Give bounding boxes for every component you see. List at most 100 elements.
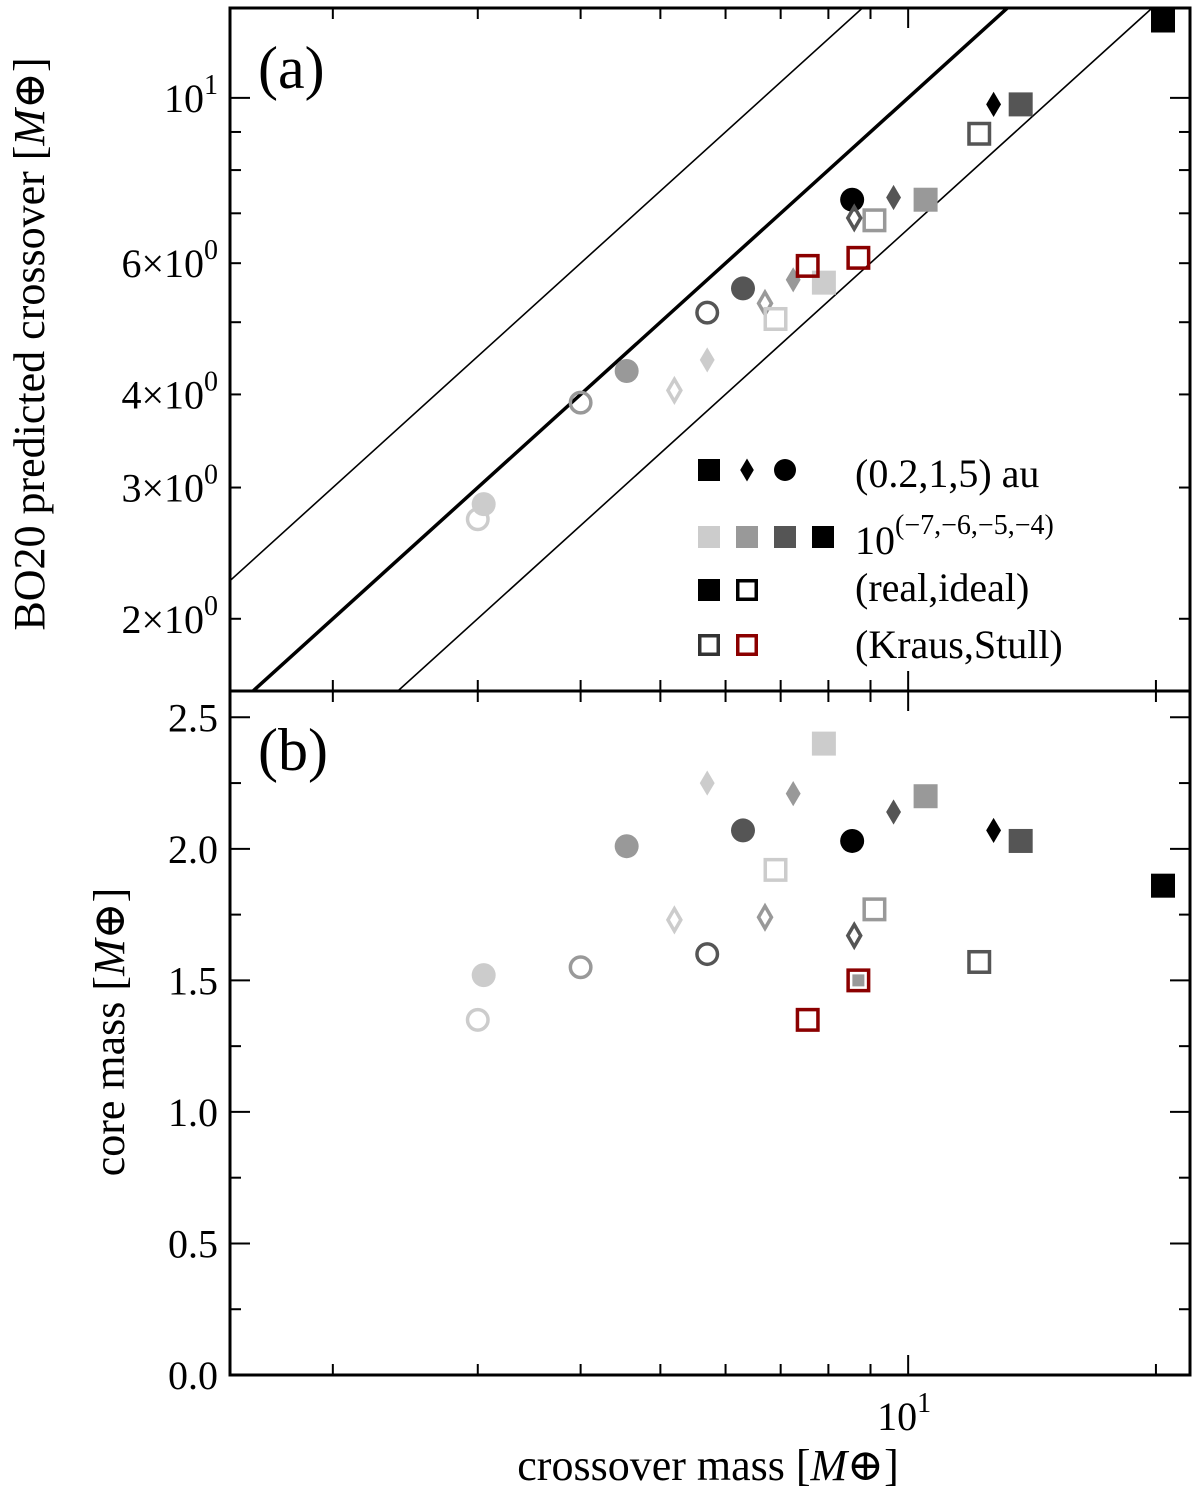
panel-b-point-diamond	[756, 902, 774, 932]
panel-a-point-square	[1008, 92, 1033, 117]
panel-a-label: (a)	[258, 35, 325, 101]
panel-a-point-square	[1151, 8, 1176, 33]
panel-b-xlabel-text: crossover mass	[517, 1441, 785, 1490]
panel-a-ytick-label: 4×100	[121, 366, 218, 417]
panel-a-point-diamond	[845, 203, 863, 233]
ytick-mantissa: 4×10	[121, 372, 204, 417]
panel-b-point-diamond	[986, 817, 1002, 844]
panel-b-ylabel-text: core mass	[85, 1002, 134, 1177]
ytick-mantissa: 10	[164, 76, 204, 121]
legend-markers-eos	[698, 579, 758, 601]
ytick-mantissa: 2×10	[121, 597, 204, 642]
legend-label-distance: (0.2,1,5) au	[855, 451, 1039, 496]
panel-a-point-square	[862, 208, 887, 233]
panel-b-points	[465, 731, 1176, 1032]
panel-a-point-circle	[695, 300, 720, 325]
panel-a-point-circle	[614, 359, 639, 384]
xtick-exponent: 1	[917, 1388, 931, 1419]
ytick-exponent: 0	[204, 460, 218, 491]
legend-marker-diamond	[740, 458, 754, 482]
panel-b-point-circle	[614, 834, 639, 859]
panel-a-point-diamond	[986, 91, 1002, 117]
panel-b-point-circle	[471, 963, 496, 988]
panel-a-points	[465, 8, 1176, 532]
panel-b-point-square	[862, 897, 887, 922]
legend-label-opacity-base: 10	[855, 518, 895, 563]
panel-b-point-square	[846, 968, 871, 993]
panel-b-point-square	[795, 1007, 820, 1032]
legend: (0.2,1,5) au 10(−7,−6,−5,−4) (real,ideal…	[698, 451, 1063, 667]
legend-marker-square	[698, 459, 720, 481]
panel-a-ylabel: BO20 predicted crossover [M⊕]	[5, 57, 54, 630]
panel-a-point-circle	[840, 187, 865, 212]
panel-a-reference-lines	[230, 8, 1154, 691]
panel-a-ytick-label: 3×100	[121, 460, 218, 511]
ytick-exponent: 1	[204, 70, 218, 101]
legend-label-opacity-table: (Kraus,Stull)	[855, 622, 1063, 667]
panel-a-ylabel-unit: M⊕	[5, 72, 54, 147]
panel-b-point-square	[852, 974, 865, 987]
panel-a-point-circle	[568, 390, 593, 415]
panel-b-label: (b)	[258, 717, 328, 783]
panel-a-point-circle	[730, 276, 755, 301]
legend-markers-opacity-table	[698, 634, 758, 656]
legend-marker-square	[698, 526, 720, 548]
legend-marker-square	[736, 526, 758, 548]
panel-b-xtick-label: 101	[877, 1388, 931, 1439]
legend-marker-square	[698, 579, 720, 601]
panel-a-point-square	[846, 245, 871, 270]
panel-a-point-square	[763, 306, 788, 331]
legend-markers-opacity	[698, 526, 834, 548]
legend-marker-square	[774, 526, 796, 548]
panel-a-point-diamond	[785, 267, 801, 293]
panel-b-ytick-label: 2.5	[168, 695, 218, 740]
panel-b-point-diamond	[699, 770, 715, 796]
panel-b-point-square	[1151, 873, 1176, 898]
reference-line-one-to-one	[250, 8, 1011, 691]
panel-b-xlabel: crossover mass [M⊕]	[517, 1441, 898, 1490]
panel-b-point-circle	[568, 955, 593, 980]
panel-a-point-square	[967, 121, 992, 146]
legend-marker-square	[812, 526, 834, 548]
panel-b-frame	[228, 689, 1192, 1377]
panel-a-point-square	[811, 270, 836, 295]
legend-marker-square	[698, 634, 720, 656]
panel-b-ticks: 101 0.0 0.5 1.0 1.5 2.0 2.5	[168, 691, 1190, 1439]
legend-marker-square	[736, 634, 758, 656]
panel-b-point-circle	[730, 818, 755, 843]
panel-b-ytick-label: 0.0	[168, 1353, 218, 1398]
legend-marker-circle	[774, 459, 796, 481]
panel-b-ytick-label: 0.5	[168, 1221, 218, 1266]
legend-markers-distance	[698, 458, 796, 482]
panel-b-point-diamond	[785, 781, 801, 807]
panel-b-point-diamond	[886, 799, 902, 825]
panel-b: 101 0.0 0.5 1.0 1.5 2.0 2.5 (b) core mass [M⊕]…	[85, 691, 1190, 1490]
ytick-exponent: 0	[204, 366, 218, 397]
legend-marker-square	[736, 579, 758, 601]
panel-b-point-circle	[695, 942, 720, 967]
panel-b-ytick-label: 1.5	[168, 958, 218, 1003]
panel-a-ytick-label: 6×100	[121, 235, 218, 286]
xtick-mantissa: 10	[877, 1394, 917, 1439]
ytick-mantissa: 3×10	[121, 466, 204, 511]
panel-a-ytick-label: 101	[164, 70, 218, 121]
panel-a-ylabel-text: BO20 predicted crossover	[5, 171, 54, 631]
panel-a-point-diamond	[699, 347, 715, 373]
panel-b-point-diamond	[665, 905, 683, 935]
panel-b-point-circle	[840, 828, 865, 853]
panel-a-point-diamond	[886, 184, 902, 211]
panel-a-point-circle	[465, 507, 490, 532]
panel-b-point-square	[913, 784, 938, 809]
legend-label-opacity: 10(−7,−6,−5,−4)	[855, 510, 1054, 563]
panel-b-point-square	[811, 731, 836, 756]
panel-b-point-circle	[465, 1007, 490, 1032]
legend-label-eos: (real,ideal)	[855, 565, 1029, 610]
panel-a-point-square	[913, 187, 938, 212]
panel-b-ytick-label: 1.0	[168, 1090, 218, 1135]
panel-b-xlabel-unit: M⊕	[810, 1441, 885, 1490]
panel-b-point-diamond	[845, 921, 863, 951]
ytick-exponent: 0	[204, 591, 218, 622]
